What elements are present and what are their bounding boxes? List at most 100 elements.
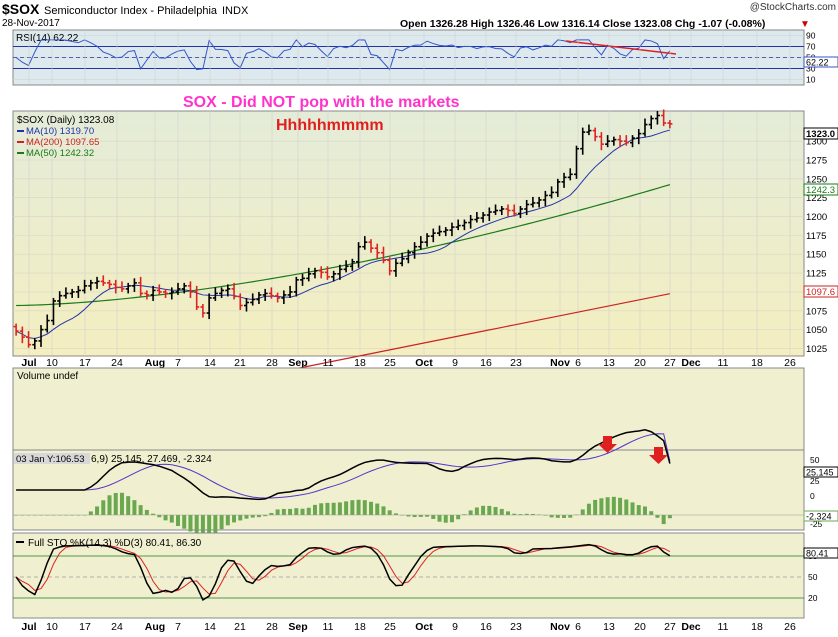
macd-histogram-bar (568, 515, 573, 518)
macd-histogram-bar (263, 515, 268, 517)
x-axis-tick-label: 18 (354, 357, 366, 369)
x-axis-tick-label: 11 (323, 357, 334, 369)
sto-value-tag: 80.41 (806, 549, 829, 559)
ma200-tag-box (803, 285, 838, 298)
macd-histogram-bar (481, 505, 486, 515)
price-tick-label: 1225 (806, 193, 827, 204)
brand-logo: @StockCharts.com (750, 2, 836, 13)
x-axis-tick-label: 20 (634, 621, 646, 633)
x-axis-tick-label: 16 (480, 621, 492, 633)
x-axis-tick-label: 21 (234, 357, 246, 369)
x-axis-tick-label: Dec (681, 357, 700, 369)
rsi-line (15, 39, 671, 71)
macd-tick-label: -25 (810, 519, 823, 529)
x-axis-tick-label: 27 (664, 357, 676, 369)
x-axis-tick-label: 11 (718, 621, 729, 633)
x-axis-tick-label: 28 (266, 357, 278, 369)
macd-histogram-bar (138, 505, 143, 515)
x-axis-tick-label: 11 (323, 621, 334, 633)
macd-histogram-bar (393, 513, 398, 515)
x-axis-tick-label: 18 (354, 621, 366, 633)
macd-histogram-bar (624, 499, 629, 515)
macd-histogram-bar (250, 515, 255, 518)
macd-histogram-bar (182, 515, 187, 529)
macd-histogram-bar (213, 515, 218, 534)
volume-panel (12, 367, 805, 451)
macd-histogram-bar (350, 500, 355, 515)
x-axis-tick-label: 17 (79, 357, 91, 369)
x-axis-tick-label: 14 (204, 621, 216, 633)
price-legend-title: $SOX (Daily) 1323.08 (17, 115, 115, 126)
x-axis-tick-label: Nov (550, 357, 570, 369)
price-tick-label: 1300 (806, 137, 827, 148)
macd-histogram-bar (306, 507, 311, 515)
ma50-legend: MA(50) 1242.32 (26, 148, 94, 159)
rsi-tick-label: 90 (806, 31, 816, 41)
x-axis-tick-label: 25 (384, 621, 396, 633)
x-axis-tick-label: 13 (603, 621, 615, 633)
x-axis-tick-label: Oct (415, 621, 433, 633)
macd-histogram-bar (506, 511, 510, 515)
macd-histogram-bar (294, 508, 299, 515)
x-axis-tick-label: 14 (204, 357, 216, 369)
macd-histogram-bar (562, 515, 567, 518)
ma200-line (265, 293, 671, 376)
macd-histogram-bar (275, 509, 280, 515)
down-arrow-icon (598, 436, 617, 453)
x-axis-tick-label: 9 (452, 357, 458, 369)
macd-histogram-bar (312, 504, 317, 515)
x-axis-tick-label: Jul (21, 357, 36, 369)
macd-histogram-bar (418, 515, 423, 517)
macd-histogram-bar (163, 515, 168, 521)
macd-histogram-bar (412, 515, 417, 518)
annotation-red: Hhhhhmmmm (276, 117, 384, 134)
macd-histogram-bar (225, 515, 230, 526)
macd-histogram-bar (630, 502, 635, 515)
price-tick-label: 1250 (806, 174, 827, 185)
x-axis-tick-label: 21 (234, 621, 246, 633)
price-tick-label: 1050 (806, 325, 827, 336)
price-tick-label: 1200 (806, 212, 827, 223)
x-axis-tick-label: 6 (575, 357, 581, 369)
macd-histogram-bar (381, 506, 386, 515)
macd-histogram-bar (157, 515, 162, 518)
price-tick-label: 1150 (806, 250, 826, 261)
x-axis-tick-label: 23 (510, 357, 522, 369)
ma10-line (15, 129, 671, 339)
macd-histogram-bar (151, 513, 156, 515)
macd-values-label: 6,9) 25.145, 27.469, -2.324 (91, 454, 212, 465)
macd-histogram-bar (344, 501, 349, 515)
macd-histogram-bar (655, 515, 660, 518)
x-axis-tick-label: 6 (575, 621, 581, 633)
macd-date-label: 03 Jan Y:106.53 (16, 454, 85, 465)
x-axis-tick-label: 20 (634, 357, 646, 369)
macd-histogram-bar (194, 515, 199, 535)
quote-line: Open 1326.28 High 1326.46 Low 1316.14 Cl… (400, 18, 765, 30)
price-tick-label: 1025 (806, 344, 827, 355)
macd-histogram-bar (605, 497, 610, 515)
macd-histogram-bar (449, 515, 454, 523)
price-tick-label: 1075 (806, 306, 827, 317)
macd-histogram-bar (337, 502, 342, 515)
macd-histogram-bar (319, 503, 324, 515)
macd-value-tag: 25.145 (806, 468, 834, 478)
macd-histogram-bar (375, 503, 380, 515)
macd-histogram-bar (169, 515, 174, 523)
macd-histogram-bar (325, 502, 330, 515)
macd-histogram-bar (238, 515, 243, 521)
price-tick-label: 1175 (806, 231, 826, 242)
sto-tick-label: 50 (808, 572, 818, 582)
macd-histogram-bar (443, 515, 448, 523)
macd-histogram-bar (200, 515, 205, 538)
macd-tick-label: 50 (810, 455, 820, 465)
x-axis-tick-label: 18 (751, 357, 763, 369)
x-axis-tick-label: 25 (384, 357, 396, 369)
macd-histogram-bar (487, 505, 492, 515)
macd-histogram-bar (642, 506, 647, 515)
x-axis-tick-label: Dec (681, 621, 700, 633)
macd-histogram-bar (232, 515, 237, 523)
macd-histogram-bar (524, 513, 529, 515)
macd-histogram-bar (437, 515, 442, 522)
x-axis-tick-label: Aug (145, 621, 165, 633)
ma200-tag: 1097.6 (806, 287, 835, 298)
